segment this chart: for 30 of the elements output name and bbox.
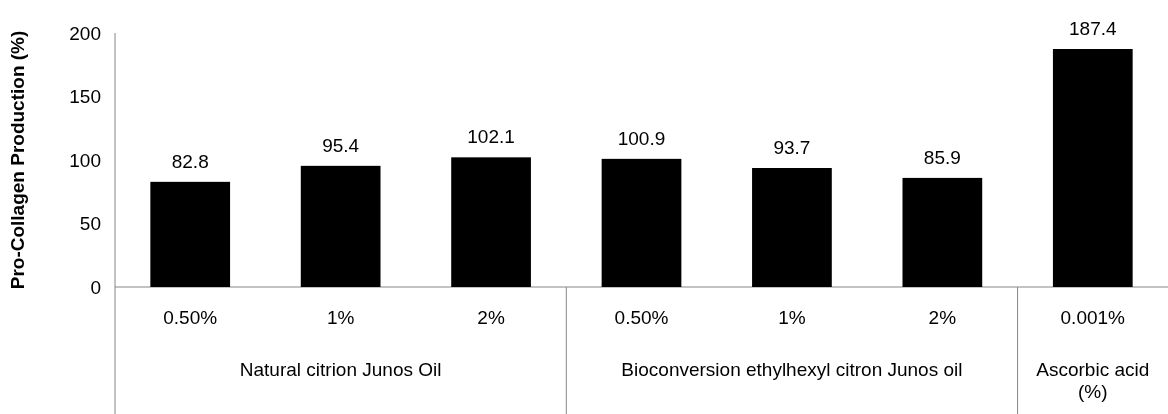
bar — [752, 168, 832, 287]
x-tick-label: 2% — [477, 307, 505, 328]
x-tick-label: 0.001% — [1060, 307, 1126, 328]
data-label: 85.9 — [923, 146, 961, 168]
x-tick-label: 1% — [778, 307, 806, 328]
data-label: 187.4 — [1069, 18, 1117, 39]
data-label: 100.9 — [617, 127, 666, 149]
y-tick-label: 0 — [90, 276, 101, 298]
bar — [150, 181, 231, 287]
x-tick-label: 0.50% — [614, 307, 669, 328]
bar — [1052, 49, 1133, 287]
text: Ascorbic acid (%) — [1036, 359, 1150, 402]
x-tick-label: 2% — [928, 307, 957, 328]
text: Bioconversion ethylhexyl citron Junos oil — [621, 359, 963, 380]
data-label: 95.4 — [322, 134, 360, 156]
bar — [601, 158, 682, 287]
text: Natural citrion Junos Oil — [239, 359, 442, 380]
y-axis-title: Pro-Collagen Production (%) — [7, 30, 28, 290]
data-label: 93.7 — [773, 137, 811, 158]
x-tick-label: 0.50% — [163, 307, 218, 328]
y-tick-label: 50 — [79, 213, 101, 235]
y-tick-label: 150 — [69, 86, 101, 108]
y-tick-label: 100 — [69, 149, 101, 171]
data-label: 82.8 — [171, 150, 209, 172]
x-tick-label: 1% — [326, 307, 355, 328]
data-label: 102.1 — [467, 126, 515, 148]
bar — [902, 177, 983, 287]
bar — [451, 157, 531, 287]
y-tick-label: 200 — [69, 22, 101, 44]
bar — [300, 165, 381, 287]
